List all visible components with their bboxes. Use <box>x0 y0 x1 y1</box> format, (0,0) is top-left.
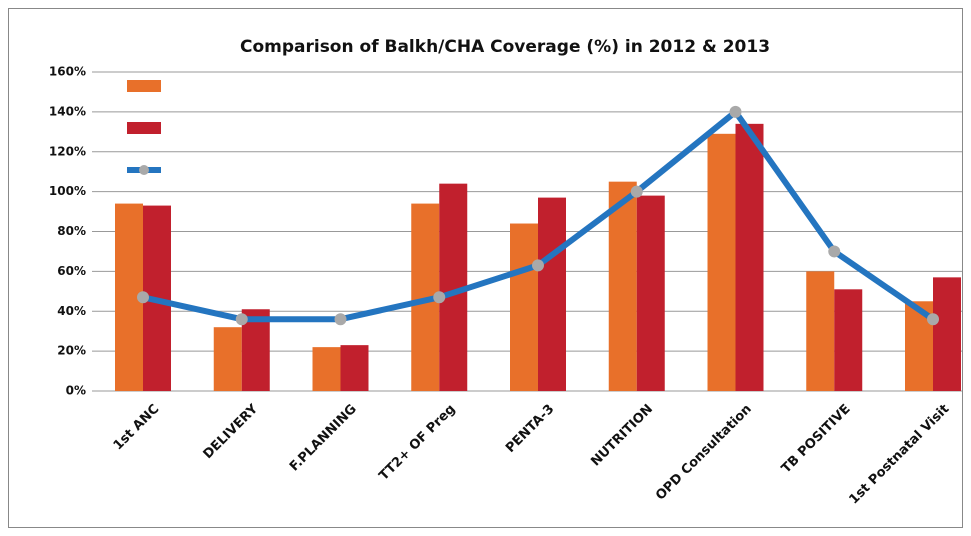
bar <box>213 327 242 391</box>
y-tick-label: 20% <box>57 344 86 358</box>
line-marker <box>729 105 742 118</box>
y-tick-label: 120% <box>49 144 86 158</box>
legend-marker <box>139 165 149 175</box>
bar <box>933 277 961 391</box>
bar <box>608 181 637 391</box>
bar <box>312 347 341 391</box>
line-marker <box>927 313 939 326</box>
y-tick-label: 60% <box>57 264 86 278</box>
line-marker <box>630 185 643 198</box>
bar <box>834 289 863 391</box>
bar <box>735 123 764 392</box>
legend-swatch <box>127 80 161 92</box>
chart-title: Comparison of Balkh/CHA Coverage (%) in … <box>240 37 770 57</box>
bar <box>707 133 736 391</box>
bar <box>538 197 566 391</box>
y-tick-label: 160% <box>49 65 86 79</box>
line-marker <box>433 291 446 304</box>
bar <box>340 345 369 391</box>
bar <box>510 223 538 391</box>
y-tick-label: 140% <box>49 104 86 118</box>
bar <box>806 271 835 391</box>
y-tick-label: 40% <box>57 304 86 318</box>
line-marker <box>532 259 544 272</box>
y-tick-label: 0% <box>66 384 86 398</box>
line-marker <box>235 313 248 326</box>
y-tick-label: 80% <box>57 224 86 238</box>
legend-swatch <box>127 122 161 134</box>
bar <box>636 195 665 391</box>
line-marker <box>334 313 347 326</box>
line-marker <box>137 291 149 304</box>
y-tick-label: 100% <box>49 184 86 198</box>
line-marker <box>828 245 841 258</box>
